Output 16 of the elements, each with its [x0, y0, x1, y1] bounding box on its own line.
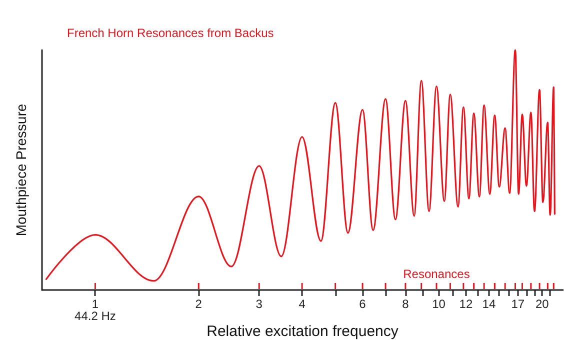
x-tick-label: 17 [511, 297, 525, 311]
x-tick-label: 6 [359, 297, 366, 311]
x-tick-label: 14 [482, 297, 496, 311]
annotation: Resonances [403, 267, 470, 281]
x-tick-label: 20 [535, 297, 550, 311]
x-tick-label: 4 [298, 297, 306, 311]
x-tick-label: 1 [92, 297, 99, 311]
x-tick-label: 12 [459, 297, 473, 311]
y-axis-title: Mouthpiece Pressure [13, 104, 29, 236]
x-tick-label: 3 [256, 297, 263, 311]
x-tick-label: 2 [195, 297, 202, 311]
text: 44.2 Hz [74, 309, 116, 323]
x-axis-title: Relative excitation frequency [206, 323, 399, 340]
chart-title: French Horn Resonances from Backus [67, 26, 274, 40]
x-tick-label: 10 [432, 297, 446, 311]
x-tick-label: 8 [402, 297, 410, 311]
